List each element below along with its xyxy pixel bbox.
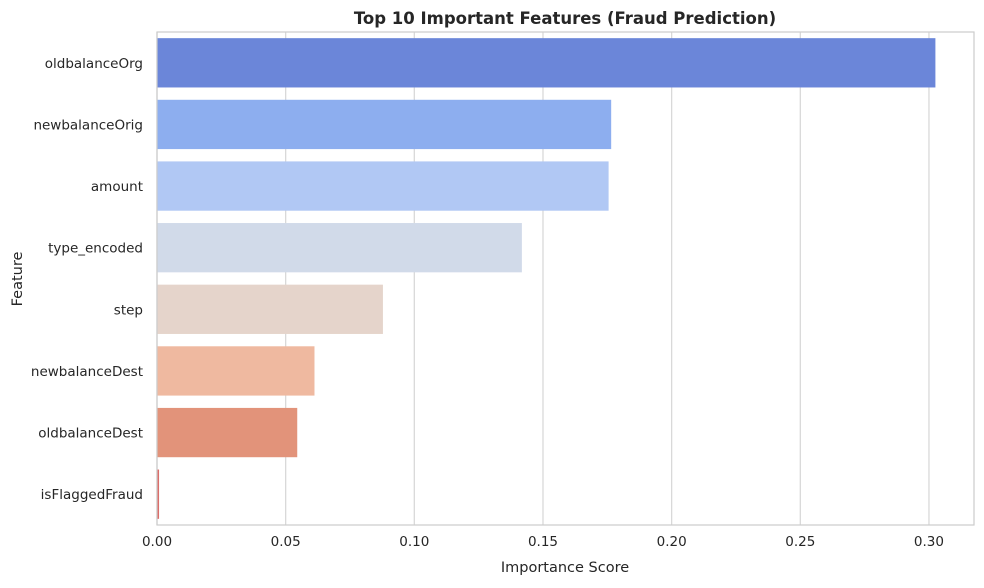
y-axis-label: Feature — [10, 252, 26, 307]
x-tick-label: 0.05 — [271, 534, 301, 550]
y-tick-label: newbalanceOrig — [33, 117, 143, 133]
x-tick-label: 0.25 — [785, 534, 815, 550]
bar-oldbalanceOrg — [157, 38, 936, 88]
bar-step — [157, 284, 383, 334]
bar-newbalanceOrig — [157, 99, 612, 150]
chart-title: Top 10 Important Features (Fraud Predict… — [354, 9, 776, 28]
x-tick-labels: 0.00 0.05 0.10 0.15 0.20 0.25 0.30 — [142, 534, 944, 550]
plot-frame — [156, 31, 975, 526]
y-tick-label: oldbalanceOrg — [45, 56, 143, 72]
x-axis-label: Importance Score — [501, 560, 629, 576]
x-tick-label: 0.15 — [528, 534, 558, 550]
y-tick-labels: oldbalanceOrg newbalanceOrig amount type_en… — [31, 56, 143, 503]
x-tick-label: 0.10 — [399, 534, 429, 550]
bar-isFlaggedFraud — [157, 469, 160, 519]
bar-newbalanceDest — [157, 346, 315, 396]
y-tick-label: oldbalanceDest — [38, 426, 143, 442]
x-tick-label: 0.20 — [657, 534, 687, 550]
x-tick-label: 0.00 — [142, 534, 172, 550]
y-tick-label: amount — [91, 179, 143, 195]
x-tick-label: 0.30 — [914, 534, 944, 550]
bar-type_encoded — [157, 223, 522, 273]
bar-oldbalanceDest — [157, 407, 298, 458]
y-tick-label: type_encoded — [48, 241, 143, 257]
y-tick-label: isFlaggedFraud — [41, 487, 143, 503]
bar-amount — [157, 161, 609, 211]
bars — [157, 38, 936, 519]
y-tick-label: newbalanceDest — [31, 364, 143, 380]
y-tick-label: step — [114, 302, 143, 318]
